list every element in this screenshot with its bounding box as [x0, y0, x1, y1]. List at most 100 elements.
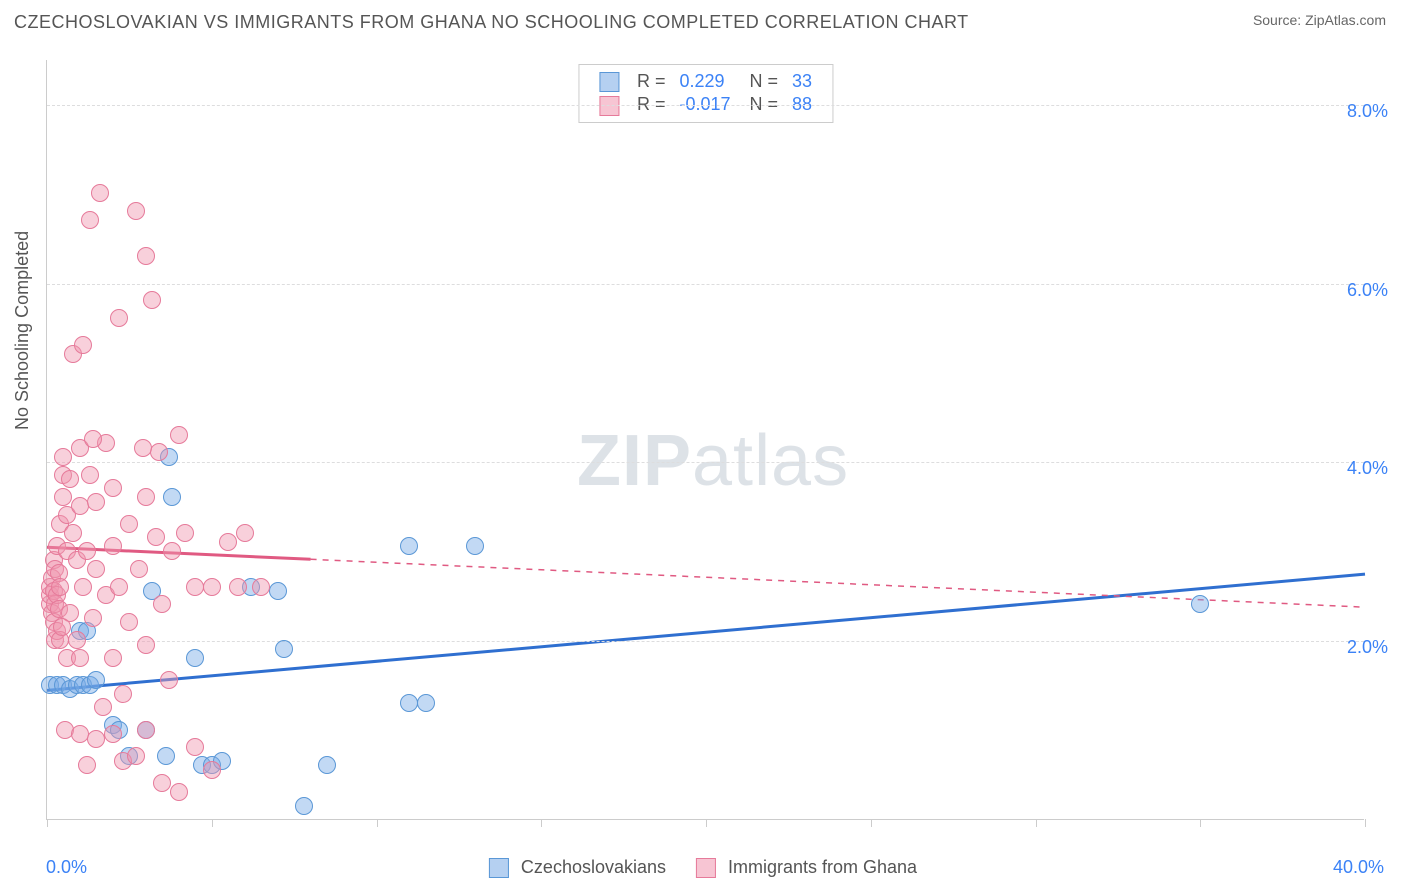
data-point	[68, 631, 86, 649]
data-point	[137, 636, 155, 654]
y-tick-label: 2.0%	[1347, 637, 1388, 658]
data-point	[51, 578, 69, 596]
data-point	[203, 761, 221, 779]
x-tick	[212, 819, 213, 827]
data-point	[71, 649, 89, 667]
chart-title: CZECHOSLOVAKIAN VS IMMIGRANTS FROM GHANA…	[14, 12, 969, 33]
data-point	[53, 618, 71, 636]
data-point	[466, 537, 484, 555]
data-point	[104, 537, 122, 555]
data-point	[120, 613, 138, 631]
legend-swatch-pink-icon	[696, 858, 716, 878]
data-point	[64, 524, 82, 542]
data-point	[110, 578, 128, 596]
data-point	[54, 488, 72, 506]
gridline	[47, 284, 1364, 285]
data-point	[104, 649, 122, 667]
x-tick	[1036, 819, 1037, 827]
data-point	[71, 725, 89, 743]
data-point	[400, 694, 418, 712]
source-label: Source: ZipAtlas.com	[1253, 12, 1386, 28]
legend-item-pink: Immigrants from Ghana	[696, 857, 917, 878]
data-point	[78, 542, 96, 560]
data-point	[120, 515, 138, 533]
data-point	[84, 609, 102, 627]
y-tick-label: 8.0%	[1347, 101, 1388, 122]
data-point	[229, 578, 247, 596]
data-point	[163, 542, 181, 560]
data-point	[186, 738, 204, 756]
data-point	[87, 493, 105, 511]
legend-item-blue: Czechoslovakians	[489, 857, 666, 878]
x-label-right: 40.0%	[1333, 857, 1384, 878]
data-point	[74, 336, 92, 354]
gridline	[47, 641, 1364, 642]
data-point	[143, 291, 161, 309]
data-point	[104, 725, 122, 743]
data-point	[94, 698, 112, 716]
legend-label-blue: Czechoslovakians	[521, 857, 666, 878]
data-point	[54, 448, 72, 466]
x-tick	[1365, 819, 1366, 827]
data-point	[147, 528, 165, 546]
data-point	[74, 578, 92, 596]
y-tick-label: 6.0%	[1347, 280, 1388, 301]
data-point	[87, 730, 105, 748]
x-tick	[541, 819, 542, 827]
data-point	[114, 685, 132, 703]
data-point	[186, 649, 204, 667]
gridline	[47, 105, 1364, 106]
data-point	[186, 578, 204, 596]
data-point	[153, 774, 171, 792]
data-point	[400, 537, 418, 555]
data-point	[269, 582, 287, 600]
data-point	[163, 488, 181, 506]
data-point	[219, 533, 237, 551]
data-point	[137, 721, 155, 739]
data-point	[78, 756, 96, 774]
x-tick	[1200, 819, 1201, 827]
x-tick	[706, 819, 707, 827]
legend-bottom: Czechoslovakians Immigrants from Ghana	[489, 857, 917, 878]
data-point	[275, 640, 293, 658]
data-point	[157, 747, 175, 765]
trend-lines	[47, 60, 1365, 820]
x-label-left: 0.0%	[46, 857, 87, 878]
data-point	[127, 747, 145, 765]
data-point	[137, 488, 155, 506]
y-tick-label: 4.0%	[1347, 458, 1388, 479]
data-point	[170, 783, 188, 801]
data-point	[295, 797, 313, 815]
data-point	[110, 309, 128, 327]
data-point	[153, 595, 171, 613]
legend-swatch-blue-icon	[489, 858, 509, 878]
data-point	[137, 247, 155, 265]
data-point	[170, 426, 188, 444]
data-point	[160, 671, 178, 689]
data-point	[71, 497, 89, 515]
x-tick	[47, 819, 48, 827]
plot-area: ZIPatlas R = 0.229 N = 33 R = -0.017 N =…	[46, 60, 1364, 820]
data-point	[203, 578, 221, 596]
data-point	[134, 439, 152, 457]
data-point	[61, 470, 79, 488]
data-point	[236, 524, 254, 542]
data-point	[318, 756, 336, 774]
data-point	[150, 443, 168, 461]
data-point	[81, 466, 99, 484]
data-point	[252, 578, 270, 596]
x-tick	[871, 819, 872, 827]
y-axis-label: No Schooling Completed	[12, 231, 33, 430]
gridline	[47, 462, 1364, 463]
data-point	[87, 560, 105, 578]
data-point	[127, 202, 145, 220]
data-point	[87, 671, 105, 689]
data-point	[176, 524, 194, 542]
x-tick	[377, 819, 378, 827]
data-point	[91, 184, 109, 202]
data-point	[81, 211, 99, 229]
data-point	[417, 694, 435, 712]
data-point	[84, 430, 102, 448]
data-point	[130, 560, 148, 578]
legend-label-pink: Immigrants from Ghana	[728, 857, 917, 878]
